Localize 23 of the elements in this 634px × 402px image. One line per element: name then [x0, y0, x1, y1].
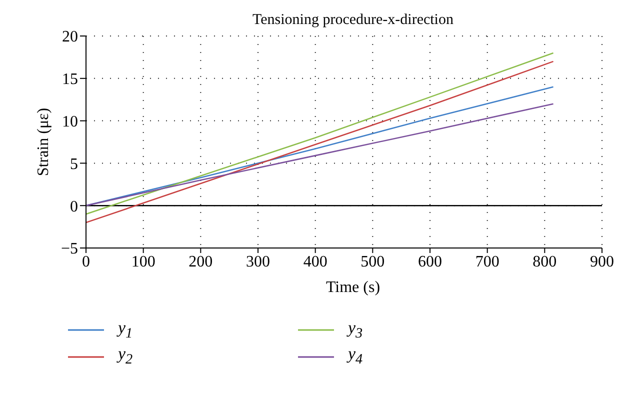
legend-label: y$_{3}$ [348, 318, 363, 342]
y-tick-label: −5 [60, 240, 78, 258]
y-tick-label: 20 [62, 28, 78, 46]
x-tick-label: 100 [131, 253, 156, 270]
x-tick-label: 800 [532, 253, 557, 270]
x-tick-label: 600 [418, 253, 442, 270]
y-tick-label: 5 [70, 156, 78, 173]
x-tick-label: 500 [360, 253, 385, 270]
legend-label: y$_{4}$ [348, 344, 363, 369]
x-tick-label: 200 [188, 253, 213, 270]
legend-label: y$_{1}$ [118, 318, 133, 342]
legend-label: y$_{2}$ [118, 344, 133, 369]
x-tick-label: 400 [303, 253, 328, 270]
y-tick-label: 10 [62, 113, 78, 130]
y-axis-title: Strain (με) [35, 108, 52, 176]
x-tick-label: 900 [590, 253, 614, 270]
x-tick-label: 700 [475, 253, 500, 270]
y-tick-label: 0 [70, 198, 78, 216]
x-tick-label: 300 [246, 253, 270, 270]
y-tick-label: 15 [62, 71, 78, 88]
chart-title: Tensioning procedure-x-direction [252, 12, 454, 28]
x-tick-label: 0 [82, 253, 90, 270]
x-axis-title: Time (s) [326, 279, 380, 296]
